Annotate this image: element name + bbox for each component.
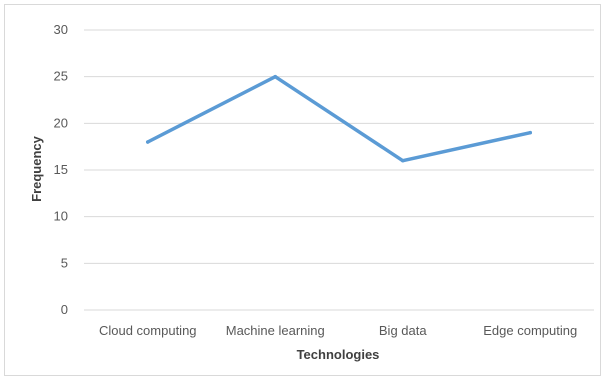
y-tick-label: 15	[54, 162, 68, 177]
data-point	[146, 140, 150, 144]
series-line-1	[146, 74, 532, 163]
y-tick-label: 20	[54, 115, 68, 130]
x-axis-title: Technologies	[297, 347, 380, 362]
y-axis-ticks: 0 5 10 15 20 25 30	[54, 22, 68, 317]
x-tick-label: Machine learning	[226, 323, 325, 338]
y-tick-label: 30	[54, 22, 68, 37]
chart-frame	[4, 4, 601, 376]
series-group	[146, 74, 532, 163]
gridlines	[84, 29, 594, 311]
y-axis-title: Frequency	[29, 135, 44, 202]
x-tick-label: Edge computing	[483, 323, 577, 338]
data-point	[273, 74, 277, 79]
y-tick-label: 25	[54, 69, 68, 84]
x-tick-label: Big data	[379, 323, 427, 338]
x-tick-label: Cloud computing	[99, 323, 197, 338]
y-tick-label: 5	[61, 255, 68, 270]
y-tick-label: 10	[54, 209, 68, 224]
y-tick-label: 0	[61, 302, 68, 317]
data-point	[401, 158, 405, 163]
data-point	[528, 130, 532, 135]
x-axis-ticks: Cloud computing Machine learning Big data E…	[99, 323, 577, 338]
